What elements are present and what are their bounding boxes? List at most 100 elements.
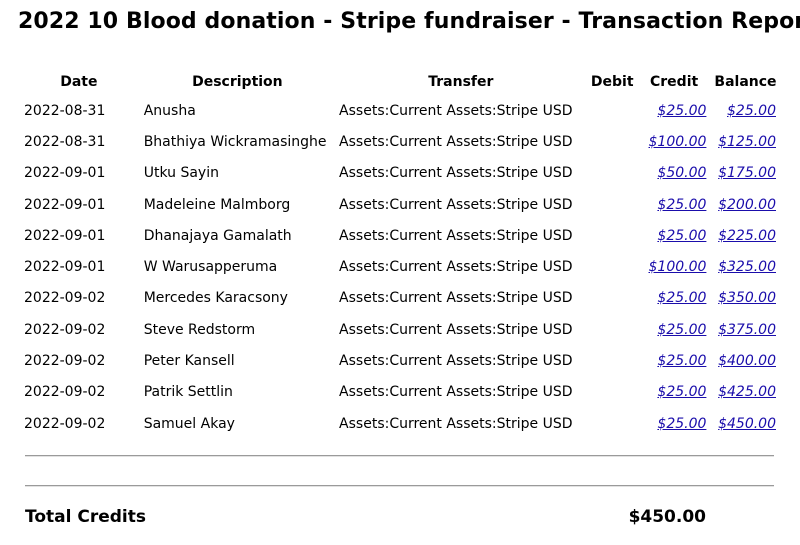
credit-link[interactable]: $25.00 <box>657 196 707 213</box>
balance-cell: $450.00 <box>710 408 780 439</box>
balance-cell: $25.00 <box>710 95 780 126</box>
table-row: 2022-09-01 Madeleine Malmborg Assets:Cur… <box>18 189 780 220</box>
credit-cell: $25.00 <box>638 314 711 345</box>
debit-cell <box>587 314 638 345</box>
table-row: 2022-09-02 Steve Redstorm Assets:Current… <box>18 314 780 345</box>
balance-cell: $225.00 <box>710 220 780 251</box>
debit-cell <box>587 377 638 408</box>
debit-cell <box>587 220 638 251</box>
balance-cell: $400.00 <box>710 345 780 376</box>
column-header-debit: Debit <box>590 74 634 90</box>
table-row: 2022-09-01 Utku Sayin Assets:Current Ass… <box>18 158 780 189</box>
balance-link[interactable]: $400.00 <box>718 353 776 370</box>
balance-cell: $375.00 <box>710 314 780 345</box>
date-cell: 2022-09-01 <box>24 165 106 182</box>
balance-cell: $325.00 <box>710 251 780 282</box>
transaction-table: Date Description Transfer Debit Credit B… <box>18 69 780 439</box>
credit-link[interactable]: $25.00 <box>657 290 707 307</box>
credit-link[interactable]: $25.00 <box>657 102 707 119</box>
date-cell: 2022-09-02 <box>24 290 106 307</box>
description-cell: Bhathiya Wickramasinghe <box>143 133 327 150</box>
total-credits-label: Total Credits <box>25 507 146 527</box>
credit-link[interactable]: $25.00 <box>657 384 707 401</box>
balance-link[interactable]: $350.00 <box>718 290 776 307</box>
credit-cell: $25.00 <box>638 283 711 314</box>
credit-link[interactable]: $50.00 <box>657 165 707 182</box>
balance-link[interactable]: $325.00 <box>718 259 776 276</box>
balance-link[interactable]: $425.00 <box>718 384 776 401</box>
transfer-cell: Assets:Current Assets:Stripe USD <box>339 259 573 276</box>
column-header-description: Description <box>192 74 283 90</box>
credit-link[interactable]: $100.00 <box>648 259 707 276</box>
debit-cell <box>587 95 638 126</box>
credit-cell: $100.00 <box>638 126 711 157</box>
divider-line <box>25 455 774 457</box>
date-cell: 2022-08-31 <box>24 133 106 150</box>
description-cell: Utku Sayin <box>143 165 219 182</box>
transfer-cell: Assets:Current Assets:Stripe USD <box>339 133 573 150</box>
balance-link[interactable]: $450.00 <box>718 415 776 432</box>
description-cell: Dhanajaya Gamalath <box>143 227 292 244</box>
balance-link[interactable]: $225.00 <box>718 227 776 244</box>
credit-cell: $25.00 <box>638 345 711 376</box>
description-cell: Patrik Settlin <box>143 384 233 401</box>
date-cell: 2022-09-02 <box>24 415 106 432</box>
date-cell: 2022-09-02 <box>24 353 106 370</box>
description-cell: Steve Redstorm <box>143 321 256 338</box>
credit-cell: $25.00 <box>638 95 711 126</box>
divider-line <box>25 485 774 487</box>
balance-link[interactable]: $200.00 <box>718 196 776 213</box>
credit-link[interactable]: $25.00 <box>657 321 707 338</box>
description-cell: Anusha <box>143 102 196 119</box>
balance-cell: $350.00 <box>710 283 780 314</box>
balance-cell: $125.00 <box>710 126 780 157</box>
description-cell: Mercedes Karacsony <box>143 290 288 307</box>
debit-cell <box>587 158 638 189</box>
total-credits-value: $450.00 <box>628 507 706 527</box>
column-header-credit: Credit <box>650 74 699 90</box>
credit-cell: $25.00 <box>638 377 711 408</box>
debit-cell <box>587 345 638 376</box>
credit-link[interactable]: $25.00 <box>657 415 707 432</box>
debit-cell <box>587 283 638 314</box>
transfer-cell: Assets:Current Assets:Stripe USD <box>339 165 573 182</box>
credit-link[interactable]: $25.00 <box>657 353 707 370</box>
balance-link[interactable]: $375.00 <box>718 321 776 338</box>
table-row: 2022-09-02 Mercedes Karacsony Assets:Cur… <box>18 283 780 314</box>
date-cell: 2022-09-01 <box>24 227 106 244</box>
table-body: 2022-08-31 Anusha Assets:Current Assets:… <box>18 95 780 439</box>
debit-cell <box>587 408 638 439</box>
table-row: 2022-09-02 Peter Kansell Assets:Current … <box>18 345 780 376</box>
balance-cell: $200.00 <box>710 189 780 220</box>
column-header-transfer: Transfer <box>428 74 494 90</box>
date-cell: 2022-09-02 <box>24 321 106 338</box>
description-cell: W Warusapperuma <box>143 259 278 276</box>
credit-cell: $25.00 <box>638 408 711 439</box>
table-row: 2022-09-02 Samuel Akay Assets:Current As… <box>18 408 780 439</box>
column-header-date: Date <box>60 74 98 90</box>
credit-link[interactable]: $100.00 <box>648 133 707 150</box>
transfer-cell: Assets:Current Assets:Stripe USD <box>339 102 573 119</box>
balance-cell: $175.00 <box>710 158 780 189</box>
table-header-row: Date Description Transfer Debit Credit B… <box>18 69 780 95</box>
transfer-cell: Assets:Current Assets:Stripe USD <box>339 384 573 401</box>
balance-link[interactable]: $25.00 <box>727 102 776 119</box>
date-cell: 2022-08-31 <box>24 102 106 119</box>
transfer-cell: Assets:Current Assets:Stripe USD <box>339 196 573 213</box>
balance-link[interactable]: $125.00 <box>718 133 776 150</box>
date-cell: 2022-09-01 <box>24 259 106 276</box>
credit-link[interactable]: $25.00 <box>657 227 707 244</box>
date-cell: 2022-09-01 <box>24 196 106 213</box>
description-cell: Peter Kansell <box>143 353 235 370</box>
description-cell: Madeleine Malmborg <box>143 196 291 213</box>
table-row: 2022-09-01 W Warusapperuma Assets:Curren… <box>18 251 780 282</box>
balance-link[interactable]: $175.00 <box>718 165 776 182</box>
table-row: 2022-09-02 Patrik Settlin Assets:Current… <box>18 377 780 408</box>
credit-cell: $25.00 <box>638 220 711 251</box>
table-header: Date Description Transfer Debit Credit B… <box>18 69 780 95</box>
column-header-balance: Balance <box>714 74 777 90</box>
table-row: 2022-08-31 Anusha Assets:Current Assets:… <box>18 95 780 126</box>
transfer-cell: Assets:Current Assets:Stripe USD <box>339 415 573 432</box>
transfer-cell: Assets:Current Assets:Stripe USD <box>339 227 573 244</box>
date-cell: 2022-09-02 <box>24 384 106 401</box>
